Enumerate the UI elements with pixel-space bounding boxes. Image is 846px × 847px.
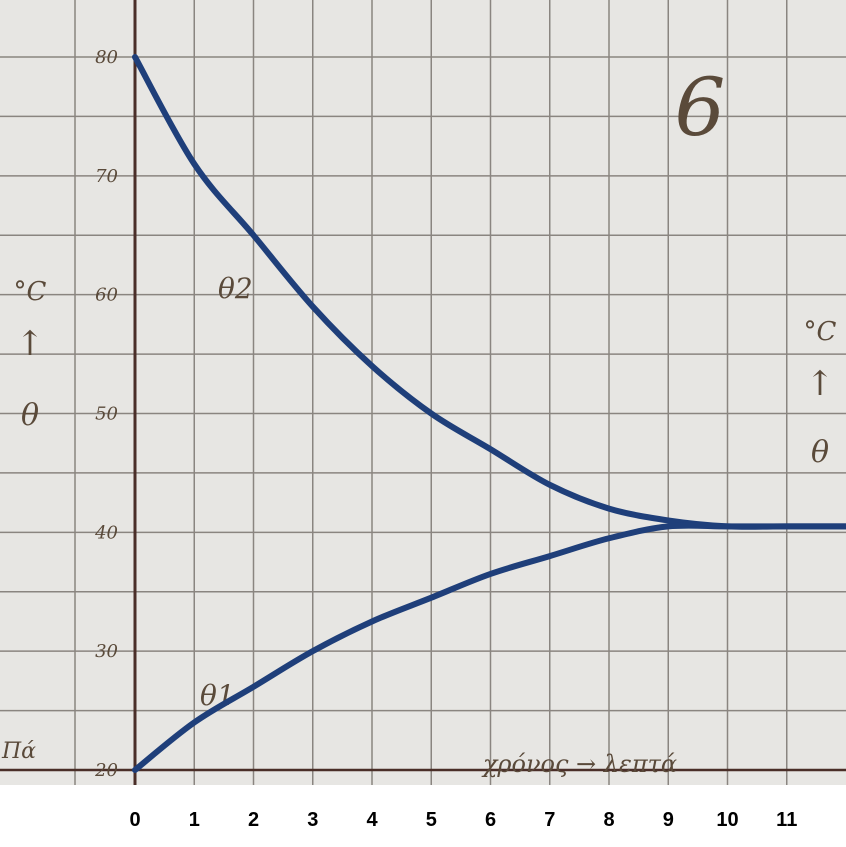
series-line <box>132 522 846 773</box>
y2-label: °C <box>804 317 837 347</box>
series-label: θ2 <box>218 272 253 305</box>
x-tick-label: 1 <box>189 809 200 831</box>
y-label: θ <box>21 398 39 433</box>
x-label: χρόνος → λεπτά <box>481 750 677 778</box>
y-tick-label: 30 <box>95 641 118 662</box>
y-tick-label: 50 <box>95 404 118 425</box>
y-tick-label: 20 <box>94 760 118 781</box>
x-tick-label: 8 <box>603 809 614 831</box>
paper <box>0 0 846 785</box>
y2-label: θ <box>811 435 829 470</box>
x-tick-label: 7 <box>544 809 555 831</box>
x-tick-label: 9 <box>663 809 674 831</box>
y2-label: ↑ <box>806 364 835 404</box>
x-tick-label: 2 <box>248 809 259 831</box>
x-tick-label: 6 <box>485 809 496 831</box>
corner-text: Πά <box>1 739 36 764</box>
x-tick-label: 11 <box>776 809 797 831</box>
y-label: ↑ <box>16 324 45 364</box>
y-tick-label: 80 <box>95 47 118 68</box>
y-tick-label: 70 <box>95 166 118 187</box>
x-tick-label: 4 <box>366 809 378 831</box>
y-label: °C <box>14 277 47 307</box>
x-tick-label: 5 <box>426 809 437 831</box>
y-tick-label: 60 <box>95 285 118 306</box>
y-tick-label: 40 <box>94 522 118 543</box>
x-tick-label: 0 <box>129 809 140 831</box>
annotation: 6 <box>675 61 726 154</box>
x-tick-label: 3 <box>307 809 318 831</box>
x-tick-label: 10 <box>716 809 738 831</box>
